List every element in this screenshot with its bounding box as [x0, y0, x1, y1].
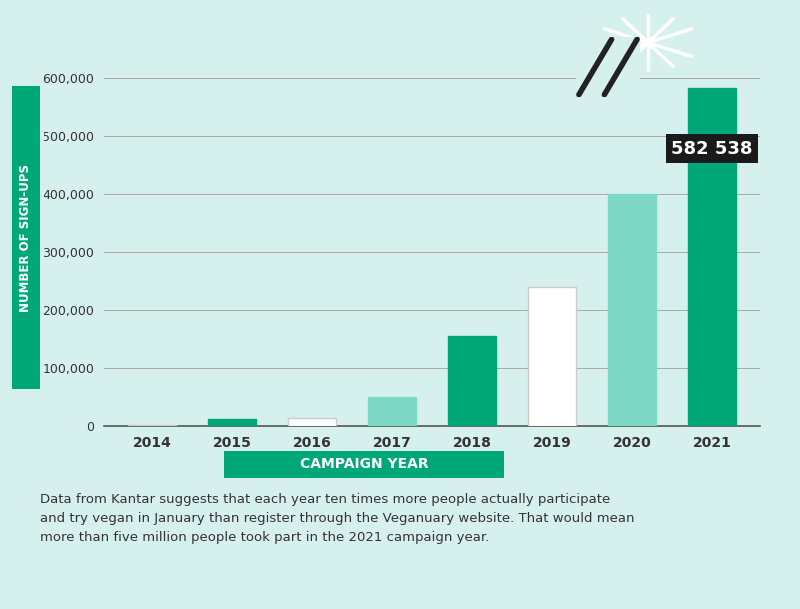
Text: CAMPAIGN YEAR: CAMPAIGN YEAR: [300, 457, 428, 471]
Bar: [128, 424, 176, 426]
Bar: [288, 418, 336, 426]
Text: 582 538: 582 538: [671, 140, 753, 158]
Text: Data from Kantar suggests that each year ten times more people actually particip: Data from Kantar suggests that each year…: [40, 493, 634, 544]
Bar: [688, 88, 736, 426]
Bar: [608, 194, 656, 426]
Bar: [528, 287, 576, 426]
Bar: [368, 397, 416, 426]
Bar: [448, 336, 496, 426]
FancyBboxPatch shape: [224, 451, 504, 478]
Text: NUMBER OF SIGN-UPS: NUMBER OF SIGN-UPS: [19, 163, 33, 312]
FancyBboxPatch shape: [11, 86, 40, 389]
Bar: [208, 420, 256, 426]
